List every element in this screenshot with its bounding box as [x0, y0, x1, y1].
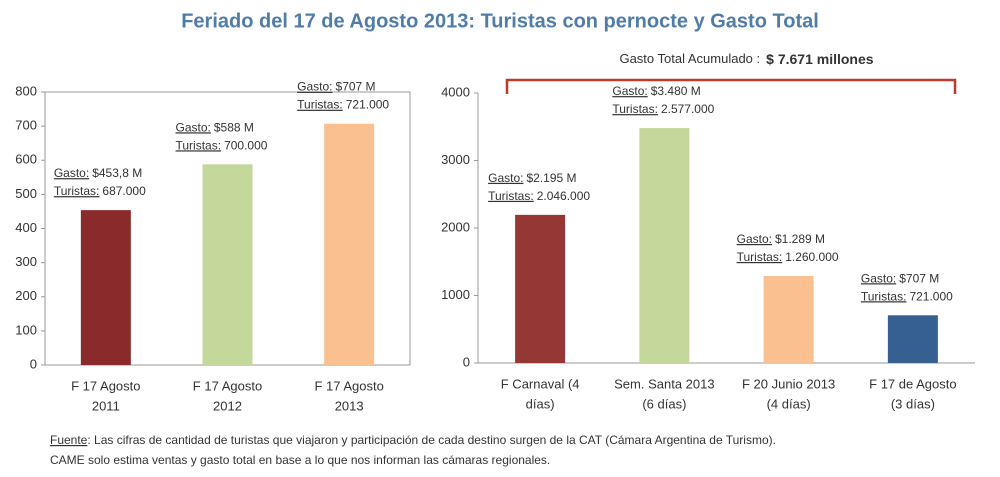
gasto-label: Gasto: — [612, 84, 647, 98]
value-label: Gasto: $1.289 M — [737, 232, 825, 246]
bar — [639, 128, 690, 363]
turistas-key: Turistas: — [488, 189, 534, 203]
gasto-label: Gasto: — [737, 232, 772, 246]
x-tick-label: 2012 — [213, 398, 242, 413]
x-tick-label: (4 días) — [767, 396, 811, 411]
x-tick-label: (3 días) — [891, 396, 935, 411]
value-label: Gasto: $3.480 M — [612, 84, 700, 98]
gasto-label: Gasto: — [297, 80, 332, 94]
value-label: Gasto: $2.195 M — [488, 171, 576, 185]
x-tick-label: F 17 de Agosto — [869, 376, 956, 391]
turistas-value: 700.000 — [224, 139, 268, 153]
footnote-label: Fuente — [50, 433, 88, 447]
gasto-value: $3.480 M — [651, 84, 701, 98]
turistas-value: 721.000 — [909, 289, 953, 303]
x-tick-label: F 17 Agosto — [71, 378, 140, 393]
bar — [202, 164, 253, 365]
footnote: CAME solo estima ventas y gasto total en… — [50, 453, 550, 467]
gasto-label: Gasto: — [176, 121, 211, 135]
bar — [324, 123, 375, 365]
turistas-label: Turistas: 721.000 — [297, 98, 389, 112]
turistas-value: 2.046.000 — [537, 189, 591, 203]
gasto-value: $707 M — [336, 80, 376, 94]
value-label: Gasto: $453,8 M — [54, 166, 142, 180]
value-label: Gasto: $707 M — [297, 80, 375, 94]
turistas-key: Turistas: — [861, 289, 907, 303]
annotation: Gasto Total Acumulado : $ 7.671 millones — [619, 51, 873, 67]
turistas-value: 687.000 — [102, 184, 146, 198]
x-tick-label: 2011 — [92, 398, 120, 413]
y-tick-label: 3000 — [441, 152, 470, 167]
turistas-label: Turistas: 687.000 — [54, 184, 146, 198]
turistas-label: Turistas: 700.000 — [176, 139, 268, 153]
turistas-label: Turistas: 2.577.000 — [612, 102, 714, 116]
y-tick-label: 4000 — [441, 84, 470, 99]
turistas-key: Turistas: — [54, 184, 100, 198]
turistas-value: 721.000 — [346, 98, 390, 112]
y-tick-label: 0 — [463, 354, 470, 369]
x-tick-label: F 17 Agosto — [193, 378, 262, 393]
x-tick-label: 2013 — [335, 398, 364, 413]
gasto-value: $2.195 M — [526, 171, 576, 185]
annotation-value: $ 7.671 millones — [766, 51, 874, 67]
y-tick-label: 0 — [30, 356, 37, 371]
turistas-label: Turistas: 721.000 — [861, 289, 953, 303]
footnote: Fuente: Las cifras de cantidad de turist… — [50, 433, 776, 447]
x-tick-label: F Carnaval (4 — [501, 376, 580, 391]
bracket — [505, 78, 957, 94]
y-tick-label: 200 — [15, 288, 37, 303]
turistas-key: Turistas: — [612, 102, 658, 116]
gasto-value: $453,8 M — [92, 166, 142, 180]
value-label: Gasto: $588 M — [176, 121, 254, 135]
x-tick-label: días) — [526, 396, 555, 411]
y-tick-label: 500 — [15, 186, 37, 201]
y-tick-label: 400 — [15, 220, 37, 235]
bar — [887, 315, 938, 363]
gasto-label: Gasto: — [488, 171, 523, 185]
y-tick-label: 300 — [15, 254, 37, 269]
turistas-key: Turistas: — [297, 98, 343, 112]
bar — [80, 210, 131, 365]
gasto-label: Gasto: — [54, 166, 89, 180]
annotation-text: Gasto Total Acumulado : — [619, 51, 760, 66]
y-tick-label: 700 — [15, 118, 37, 133]
footnote-line: : Las cifras de cantidad de turistas que… — [87, 433, 776, 447]
turistas-value: 1.260.000 — [785, 250, 839, 264]
y-tick-label: 2000 — [441, 219, 470, 234]
turistas-key: Turistas: — [737, 250, 783, 264]
y-tick-label: 1000 — [441, 287, 470, 302]
gasto-value: $707 M — [899, 271, 939, 285]
y-tick-label: 800 — [15, 83, 37, 98]
gasto-value: $1.289 M — [775, 232, 825, 246]
value-label: Gasto: $707 M — [861, 271, 939, 285]
y-tick-label: 100 — [15, 322, 37, 337]
gasto-label: Gasto: — [861, 271, 896, 285]
x-tick-label: (6 días) — [642, 396, 686, 411]
x-tick-label: F 17 Agosto — [314, 378, 383, 393]
x-tick-label: F 20 Junio 2013 — [742, 376, 835, 391]
turistas-label: Turistas: 1.260.000 — [737, 250, 839, 264]
x-tick-label: Sem. Santa 2013 — [614, 376, 714, 391]
bar — [763, 275, 814, 363]
bar — [515, 214, 566, 363]
turistas-value: 2.577.000 — [661, 102, 715, 116]
turistas-key: Turistas: — [176, 139, 222, 153]
turistas-label: Turistas: 2.046.000 — [488, 189, 590, 203]
page-title: Feriado del 17 de Agosto 2013: Turistas … — [181, 10, 819, 32]
y-tick-label: 600 — [15, 152, 37, 167]
gasto-value: $588 M — [214, 121, 254, 135]
